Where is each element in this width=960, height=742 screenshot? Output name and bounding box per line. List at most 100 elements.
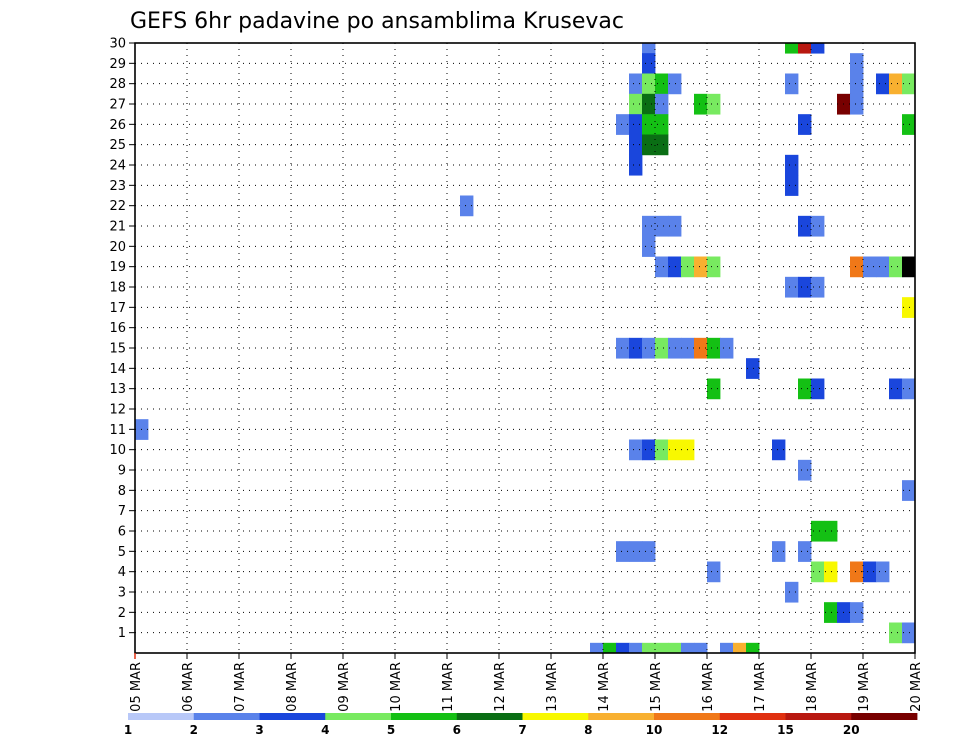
precip-cell xyxy=(785,73,799,95)
precip-cell xyxy=(902,297,916,318)
precip-cell xyxy=(850,561,864,583)
precip-cell xyxy=(707,337,721,359)
colorbar-segment xyxy=(325,713,392,720)
y-tick-label: 2 xyxy=(118,606,126,621)
precip-cell xyxy=(629,337,643,359)
precip-cell xyxy=(850,73,864,95)
precip-cell xyxy=(889,256,903,278)
precip-cell xyxy=(824,602,838,623)
precip-cell xyxy=(720,337,734,359)
y-tick-label: 24 xyxy=(109,159,126,174)
precip-cell xyxy=(720,642,734,654)
colorbar-label: 4 xyxy=(321,723,329,737)
precip-cell xyxy=(707,378,721,400)
precip-cell xyxy=(798,43,812,54)
precip-cell xyxy=(616,642,630,654)
precip-cell xyxy=(850,93,864,115)
y-tick-label: 12 xyxy=(109,403,126,418)
precip-cell xyxy=(811,43,825,54)
colorbar-segment xyxy=(522,713,589,720)
precip-cell xyxy=(655,337,669,359)
precip-cell xyxy=(694,337,708,359)
precip-cell xyxy=(785,276,799,298)
precip-cell xyxy=(876,256,890,278)
y-tick-label: 20 xyxy=(109,240,126,255)
x-tick-label: 10 MAR xyxy=(389,662,404,712)
y-tick-label: 7 xyxy=(118,504,126,519)
precip-cell xyxy=(902,73,916,95)
precip-cell xyxy=(889,73,903,95)
precip-cell xyxy=(642,114,656,135)
y-tick-label: 9 xyxy=(118,464,126,479)
precip-cell xyxy=(811,378,825,400)
x-axis-ticks: 05 MAR 06 MAR 07 MAR 08 MAR 09 MAR 10 MAR 11 M… xyxy=(129,653,924,712)
precip-cell xyxy=(785,43,799,54)
x-tick-label: 14 MAR xyxy=(597,662,612,712)
y-tick-label: 28 xyxy=(109,77,126,92)
y-tick-label: 19 xyxy=(109,260,126,275)
x-tick-label: 12 MAR xyxy=(493,662,508,712)
y-tick-label: 1 xyxy=(118,626,126,641)
precip-cell xyxy=(668,215,682,237)
y-tick-label: 17 xyxy=(109,301,126,316)
precip-cell xyxy=(850,53,864,74)
precip-cell xyxy=(642,73,656,95)
colorbar-label: 7 xyxy=(518,723,526,737)
y-tick-label: 27 xyxy=(109,98,126,113)
precip-cell xyxy=(642,43,656,54)
x-tick-label: 08 MAR xyxy=(285,662,300,712)
precip-cell xyxy=(798,114,812,135)
precip-cell xyxy=(863,256,877,278)
precip-cell xyxy=(902,256,916,278)
grid-lines xyxy=(135,42,915,653)
colorbar-label: 2 xyxy=(190,723,198,737)
x-tick-label: 09 MAR xyxy=(337,662,352,712)
precip-cell xyxy=(902,378,916,400)
colorbar-segment xyxy=(456,713,523,720)
y-tick-label: 4 xyxy=(118,565,126,580)
colorbar-label: 20 xyxy=(843,723,860,737)
precip-cell xyxy=(811,520,825,542)
precip-cell xyxy=(902,114,916,135)
colorbar-segment xyxy=(259,713,326,720)
precip-cell xyxy=(629,642,643,654)
precip-cell xyxy=(655,134,669,156)
y-tick-label: 16 xyxy=(109,321,126,336)
precip-cell xyxy=(642,337,656,359)
precip-cell xyxy=(655,642,669,654)
precip-cell xyxy=(902,480,916,501)
precip-cell xyxy=(629,134,643,156)
x-tick-label: 05 MAR xyxy=(129,662,144,712)
precip-cell xyxy=(811,276,825,298)
y-tick-label: 15 xyxy=(109,342,126,357)
x-tick-label: 20 MAR xyxy=(909,662,924,712)
precip-cell xyxy=(850,256,864,278)
y-tick-label: 18 xyxy=(109,281,126,296)
precipitation-cells xyxy=(135,43,916,654)
precip-cell xyxy=(694,642,708,654)
precip-cell xyxy=(811,561,825,583)
precip-cell xyxy=(655,439,669,461)
precip-cell xyxy=(616,114,630,135)
precip-cell xyxy=(694,256,708,278)
y-tick-label: 10 xyxy=(109,443,126,458)
precip-cell xyxy=(772,541,786,562)
precip-cell xyxy=(694,93,708,115)
precip-cell xyxy=(824,520,838,542)
y-tick-label: 25 xyxy=(109,138,126,153)
x-tick-label: 13 MAR xyxy=(545,662,560,712)
precip-cell xyxy=(629,541,643,562)
precip-cell xyxy=(668,73,682,95)
colorbar-segment xyxy=(785,713,852,720)
y-tick-label: 8 xyxy=(118,484,126,499)
precip-cell xyxy=(889,622,903,644)
colorbar-label: 10 xyxy=(646,723,663,737)
precip-cell xyxy=(668,256,682,278)
precip-cell xyxy=(642,134,656,156)
precip-cell xyxy=(772,439,786,461)
x-tick-label: 06 MAR xyxy=(181,662,196,712)
colorbar-segment xyxy=(193,713,260,720)
colorbar-label: 5 xyxy=(387,723,395,737)
y-tick-label: 13 xyxy=(109,382,126,397)
precip-cell xyxy=(629,114,643,135)
